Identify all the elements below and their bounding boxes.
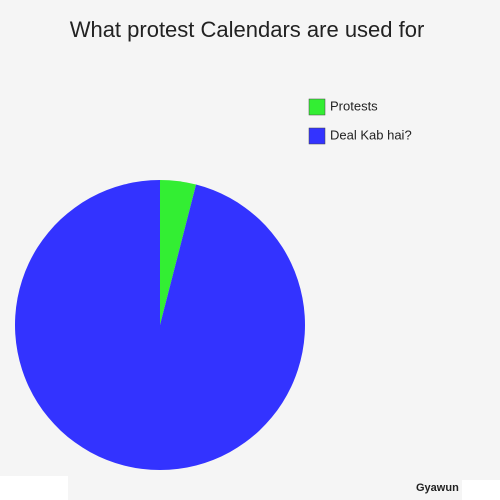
watermark-box	[0, 476, 68, 500]
chart-title: What protest Calendars are used for	[70, 17, 425, 42]
legend-label: Protests	[330, 98, 378, 113]
watermark: Gyawun	[416, 482, 459, 494]
pie-slice	[14, 180, 305, 470]
legend-swatch	[308, 98, 326, 116]
legend-swatch	[308, 127, 326, 145]
watermark-box	[462, 480, 500, 500]
legend-label: Deal Kab hai?	[330, 127, 412, 142]
pie-slice	[160, 180, 197, 325]
